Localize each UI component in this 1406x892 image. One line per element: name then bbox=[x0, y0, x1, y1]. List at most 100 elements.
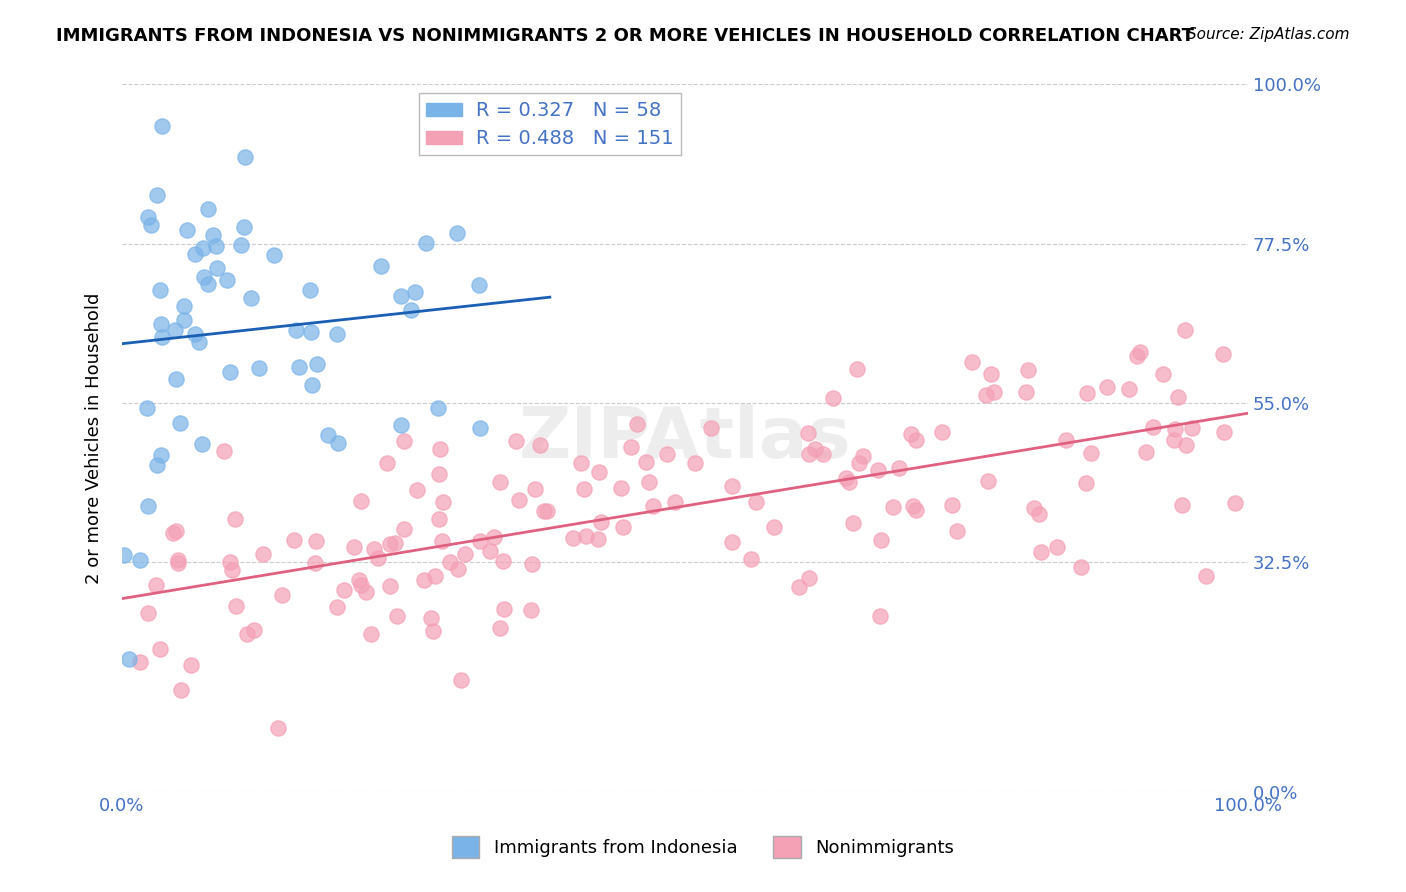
Point bbox=[136, 606, 159, 620]
Point bbox=[239, 291, 262, 305]
Point bbox=[299, 325, 322, 339]
Point bbox=[974, 388, 997, 402]
Point bbox=[870, 533, 893, 548]
Point bbox=[489, 475, 512, 490]
Text: IMMIGRANTS FROM INDONESIA VS NONIMMIGRANTS 2 OR MORE VEHICLES IN HOUSEHOLD CORRE: IMMIGRANTS FROM INDONESIA VS NONIMMIGRAN… bbox=[56, 27, 1194, 45]
Point bbox=[1163, 433, 1185, 447]
Point bbox=[1022, 501, 1045, 516]
Point bbox=[363, 542, 385, 557]
Point bbox=[1076, 386, 1098, 401]
Point bbox=[392, 522, 415, 536]
Point bbox=[900, 426, 922, 441]
Point bbox=[233, 150, 256, 164]
Point bbox=[721, 479, 744, 493]
Point bbox=[588, 466, 610, 480]
Point bbox=[882, 500, 904, 514]
Point bbox=[1126, 349, 1149, 363]
Point bbox=[288, 359, 311, 374]
Point bbox=[229, 238, 252, 252]
Point bbox=[350, 493, 373, 508]
Point bbox=[868, 463, 890, 477]
Point bbox=[404, 285, 426, 300]
Point bbox=[1118, 382, 1140, 396]
Point bbox=[1170, 498, 1192, 512]
Point bbox=[219, 365, 242, 379]
Point bbox=[392, 434, 415, 449]
Point bbox=[149, 317, 172, 331]
Point bbox=[946, 524, 969, 538]
Text: Source: ZipAtlas.com: Source: ZipAtlas.com bbox=[1187, 27, 1350, 42]
Point bbox=[575, 529, 598, 543]
Point bbox=[478, 544, 501, 558]
Point bbox=[1195, 569, 1218, 583]
Point bbox=[145, 577, 167, 591]
Point bbox=[305, 358, 328, 372]
Point bbox=[787, 580, 810, 594]
Point bbox=[193, 269, 215, 284]
Point bbox=[129, 655, 152, 669]
Point bbox=[508, 492, 530, 507]
Point bbox=[350, 578, 373, 592]
Point bbox=[169, 417, 191, 431]
Point bbox=[184, 247, 207, 261]
Point bbox=[454, 547, 477, 561]
Point bbox=[384, 535, 406, 549]
Point bbox=[447, 562, 470, 576]
Point bbox=[489, 622, 512, 636]
Point bbox=[191, 437, 214, 451]
Point bbox=[1164, 421, 1187, 435]
Point bbox=[536, 504, 558, 518]
Point bbox=[343, 541, 366, 555]
Point bbox=[1015, 385, 1038, 400]
Point bbox=[1129, 344, 1152, 359]
Point bbox=[326, 600, 349, 615]
Point bbox=[1029, 545, 1052, 559]
Point bbox=[470, 421, 492, 435]
Point bbox=[135, 401, 157, 415]
Point bbox=[173, 313, 195, 327]
Point bbox=[146, 188, 169, 202]
Point bbox=[1046, 540, 1069, 554]
Point bbox=[233, 219, 256, 234]
Point bbox=[166, 372, 188, 386]
Point bbox=[1095, 380, 1118, 394]
Point bbox=[494, 602, 516, 616]
Point bbox=[482, 530, 505, 544]
Point bbox=[838, 475, 860, 490]
Point bbox=[799, 447, 821, 461]
Point bbox=[740, 551, 762, 566]
Point bbox=[236, 627, 259, 641]
Point bbox=[797, 571, 820, 585]
Point bbox=[426, 401, 449, 415]
Point bbox=[333, 582, 356, 597]
Point bbox=[149, 448, 172, 462]
Point bbox=[150, 329, 173, 343]
Point bbox=[205, 260, 228, 275]
Point bbox=[983, 385, 1005, 400]
Point bbox=[612, 519, 634, 533]
Point bbox=[641, 499, 664, 513]
Point bbox=[299, 283, 322, 297]
Point bbox=[432, 495, 454, 509]
Point bbox=[112, 548, 135, 562]
Point bbox=[139, 218, 162, 232]
Point bbox=[180, 658, 202, 673]
Point bbox=[389, 289, 412, 303]
Point bbox=[1070, 559, 1092, 574]
Point bbox=[283, 533, 305, 548]
Legend: R = 0.327   N = 58, R = 0.488   N = 151: R = 0.327 N = 58, R = 0.488 N = 151 bbox=[419, 94, 681, 155]
Point bbox=[620, 440, 643, 454]
Point bbox=[1225, 496, 1247, 510]
Point bbox=[529, 438, 551, 452]
Point bbox=[267, 721, 290, 735]
Point bbox=[1152, 367, 1174, 381]
Point bbox=[197, 277, 219, 291]
Point bbox=[797, 425, 820, 440]
Point bbox=[187, 335, 209, 350]
Point bbox=[146, 458, 169, 472]
Point bbox=[165, 322, 187, 336]
Point bbox=[354, 585, 377, 599]
Point bbox=[217, 272, 239, 286]
Point bbox=[446, 227, 468, 241]
Point bbox=[406, 483, 429, 497]
